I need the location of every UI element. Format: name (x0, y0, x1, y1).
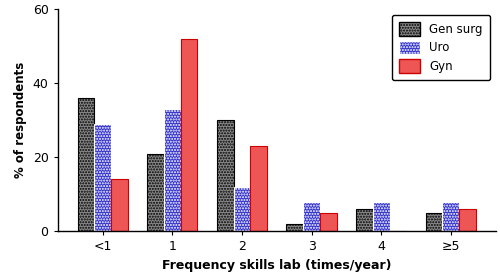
Bar (250, 146, 267, 231)
Bar (303, 202, 320, 231)
Bar (78, 98, 94, 231)
Bar (320, 213, 336, 231)
Bar (94, 124, 111, 231)
Bar (356, 209, 373, 231)
Bar (147, 153, 164, 231)
Legend: Gen surg, Uro, Gyn: Gen surg, Uro, Gyn (392, 15, 490, 80)
Bar (111, 179, 128, 231)
Bar (286, 224, 303, 231)
Bar (426, 213, 442, 231)
Y-axis label: % of respondents: % of respondents (14, 62, 27, 178)
Bar (234, 187, 250, 231)
Bar (180, 39, 198, 231)
Bar (217, 120, 234, 231)
Bar (164, 109, 180, 231)
X-axis label: Frequency skills lab (times/year): Frequency skills lab (times/year) (162, 259, 392, 272)
Bar (442, 202, 459, 231)
Bar (459, 209, 476, 231)
Bar (373, 202, 390, 231)
